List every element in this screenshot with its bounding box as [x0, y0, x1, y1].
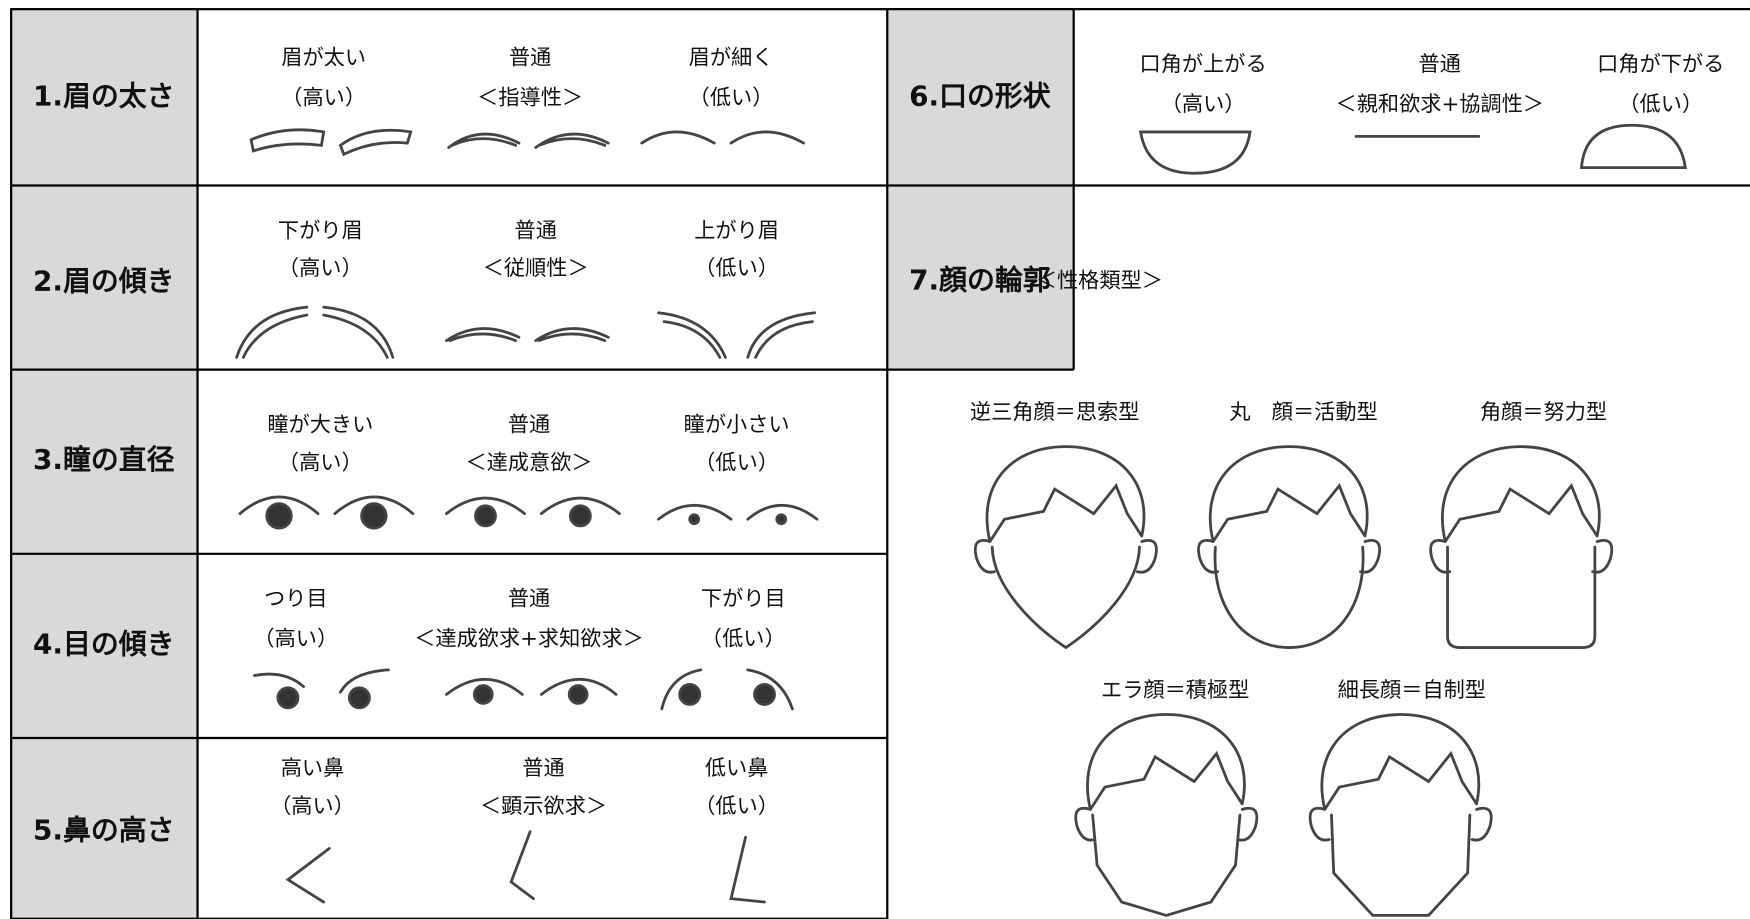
option-label: 眉が細く: [689, 44, 774, 69]
option-level: （低い）: [694, 793, 779, 818]
option-label: 普通: [508, 411, 550, 436]
row-heading: 1.眉の太さ: [33, 79, 175, 112]
option-label: 高い鼻: [281, 755, 345, 780]
option-level: ＜達成意欲＞: [465, 449, 592, 474]
option-label: 普通: [515, 217, 557, 242]
option-label: 口角が上がる: [1140, 51, 1267, 76]
option-level: ＜親和欲求+協調性＞: [1336, 91, 1544, 116]
face-note: ＜性格類型＞: [1036, 267, 1163, 292]
face-type-label: 丸 顔＝活動型: [1229, 399, 1377, 424]
option-label: 普通: [509, 44, 551, 69]
option-label: つり目: [264, 586, 328, 611]
option-level: ＜指導性＞: [477, 84, 583, 109]
face-type-label: 逆三角顔＝思索型: [970, 399, 1140, 424]
row-heading: 5.鼻の高さ: [33, 814, 175, 847]
row-heading: 2.眉の傾き: [33, 265, 175, 298]
row-heading: 4.目の傾き: [33, 627, 175, 660]
option-level: （低い）: [1618, 91, 1703, 116]
option-level: ＜従順性＞: [483, 255, 589, 280]
option-label: 普通: [522, 755, 564, 780]
option-level: ＜達成欲求+求知欲求＞: [414, 626, 644, 651]
option-label: 普通: [508, 586, 550, 611]
option-label: 普通: [1419, 51, 1461, 76]
face-type-label: 角顔＝努力型: [1480, 399, 1607, 424]
row-heading: 7.顔の輪郭: [909, 263, 1051, 296]
face-type-label: エラ顔＝積極型: [1101, 677, 1249, 702]
option-level: （低い）: [701, 626, 786, 651]
option-level: （低い）: [689, 84, 774, 109]
option-label: 下がり眉: [278, 217, 363, 242]
option-level: （高い）: [253, 626, 338, 651]
option-level: （低い）: [694, 255, 779, 280]
option-label: 低い鼻: [705, 755, 769, 780]
option-level: （低い）: [694, 449, 779, 474]
option-level: （高い）: [281, 84, 366, 109]
option-label: 上がり眉: [694, 217, 779, 242]
option-level: （高い）: [1161, 91, 1246, 116]
option-label: 眉が太い: [281, 44, 366, 69]
option-level: （高い）: [278, 449, 363, 474]
row-heading: 3.瞳の直径: [33, 443, 175, 476]
option-level: ＜顕示欲求＞: [480, 793, 607, 818]
option-label: 下がり目: [701, 586, 786, 611]
illustrations: [235, 123, 1687, 917]
option-level: （高い）: [278, 255, 363, 280]
option-level: （高い）: [270, 793, 355, 818]
table-grid: [10, 8, 1750, 919]
row-heading: 6.口の形状: [909, 79, 1051, 112]
option-label: 口角が下がる: [1597, 51, 1724, 76]
face-type-label: 細長顔＝自制型: [1338, 677, 1486, 702]
option-label: 瞳が小さい: [684, 411, 790, 436]
option-label: 瞳が大きい: [267, 411, 373, 436]
